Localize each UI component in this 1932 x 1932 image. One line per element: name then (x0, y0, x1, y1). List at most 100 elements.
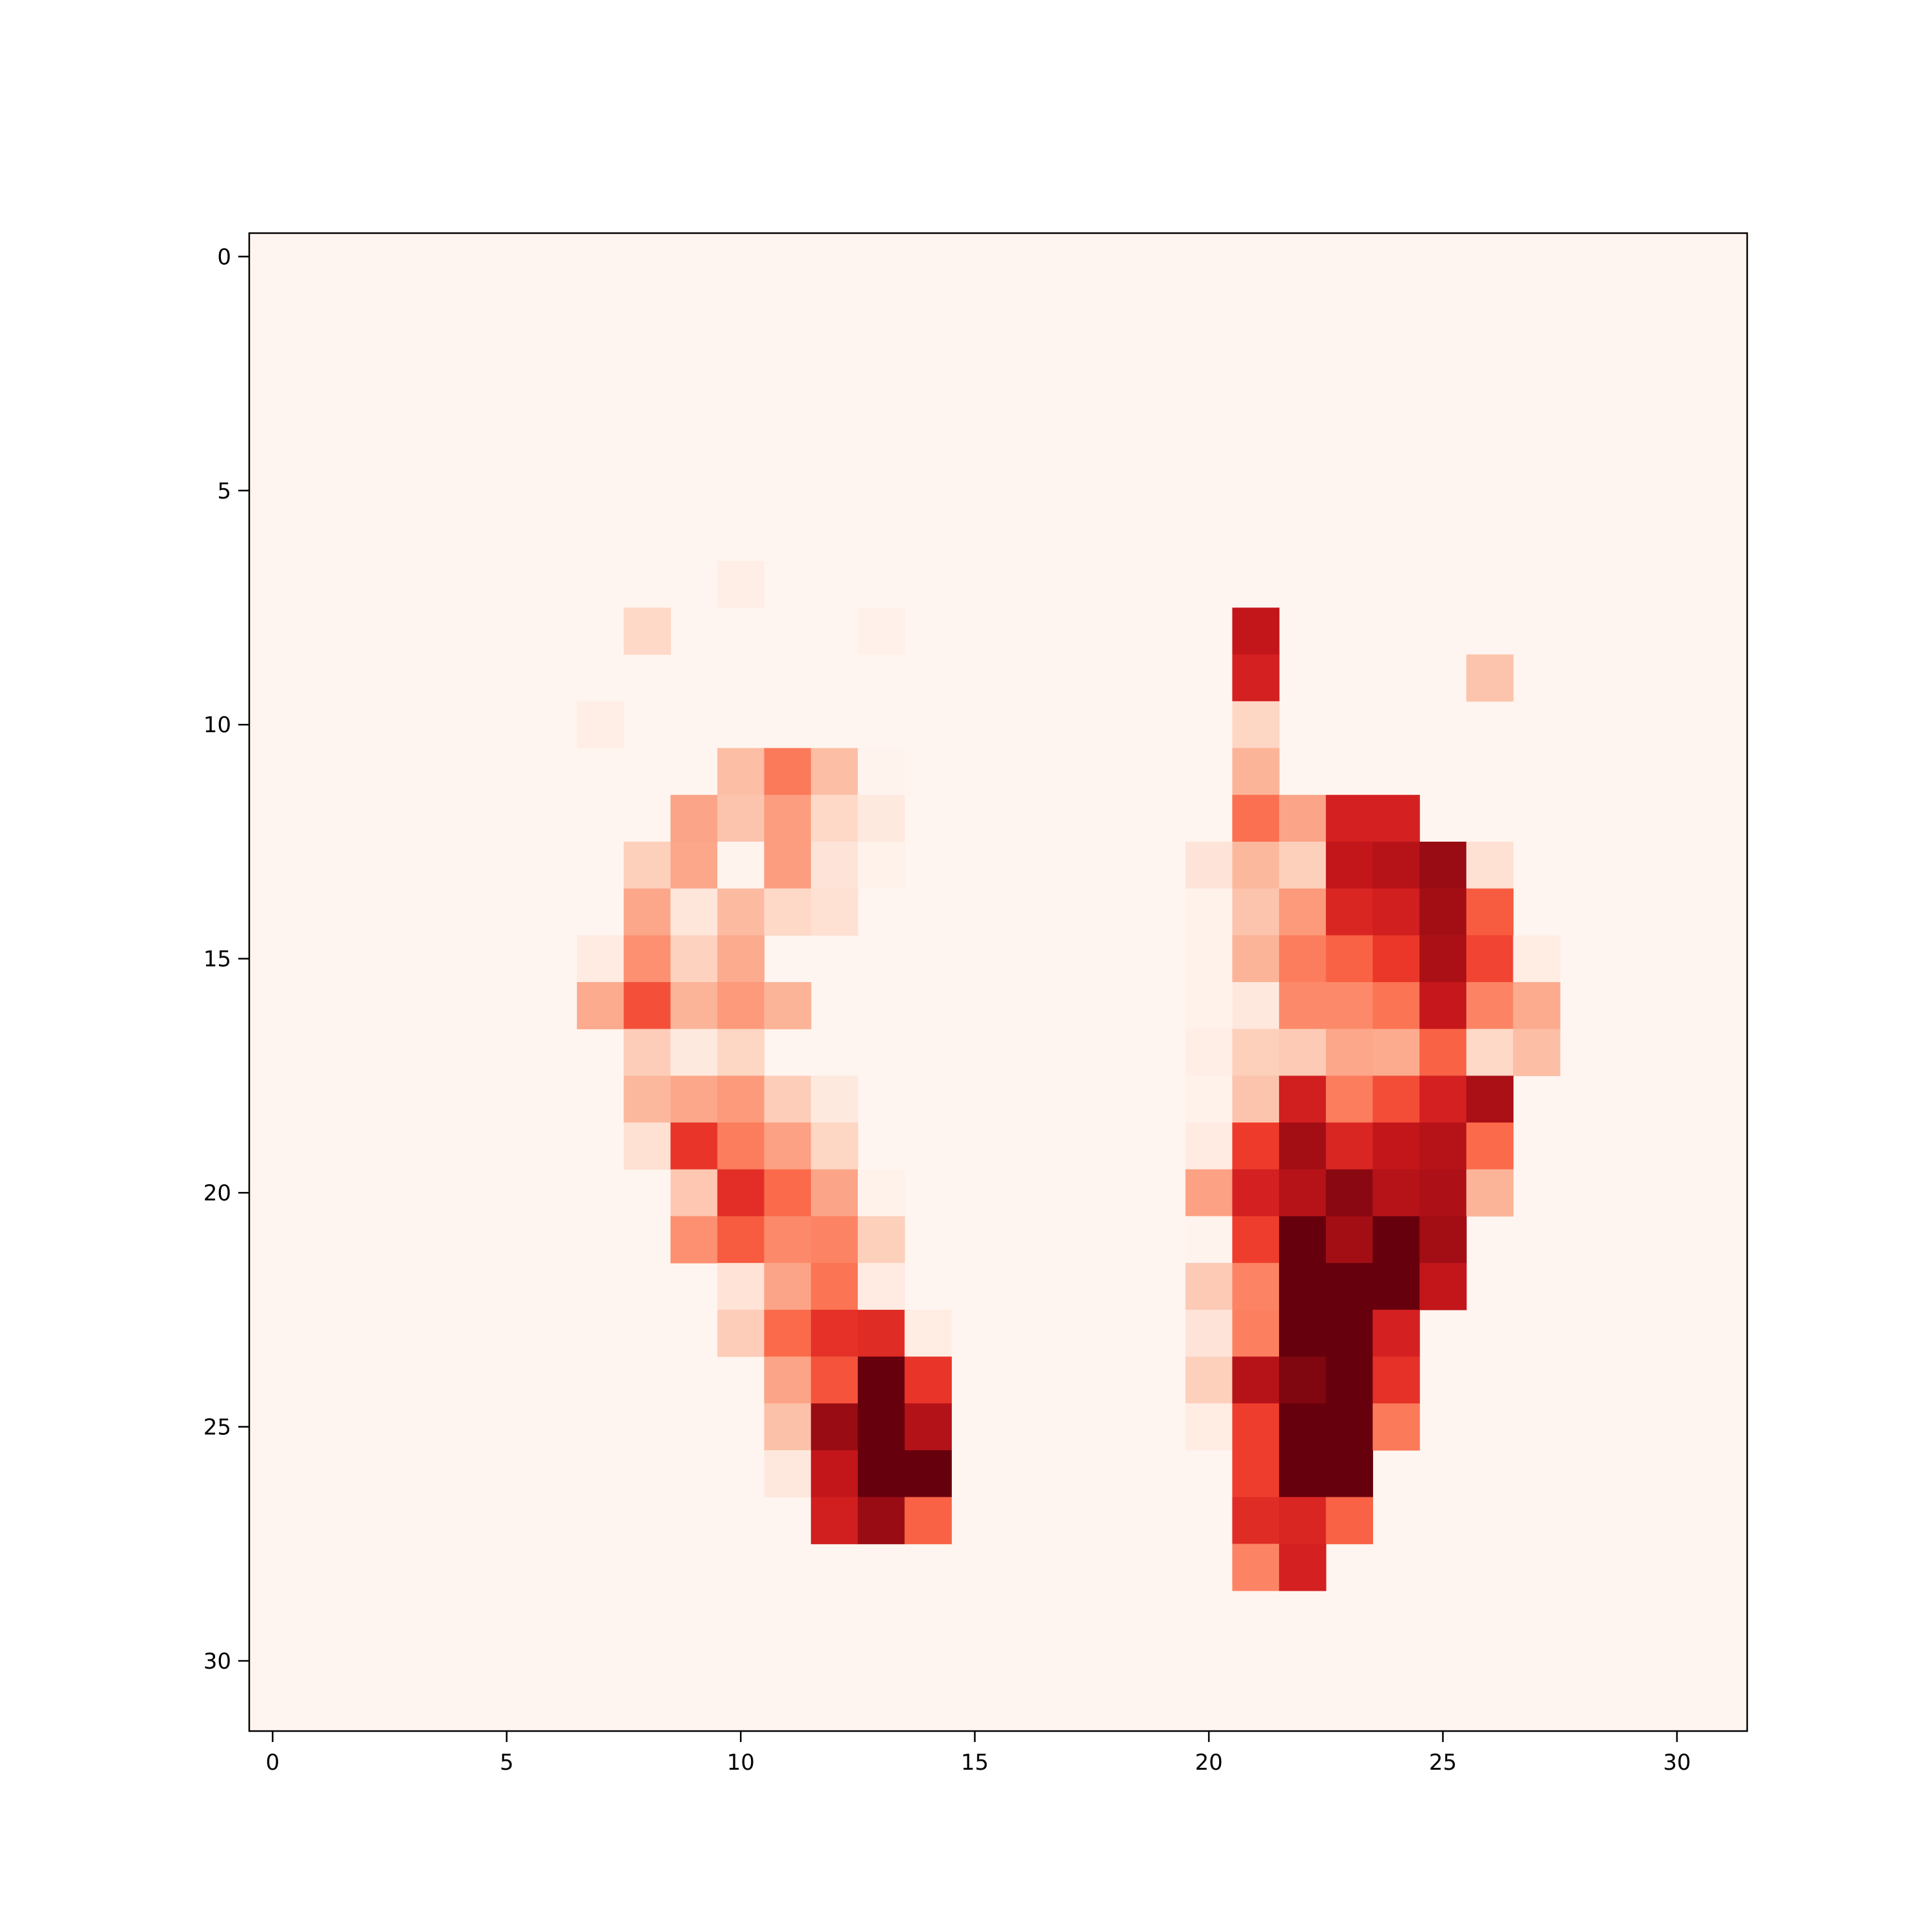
heatmap-cell (717, 1263, 765, 1311)
heatmap-cell (1232, 748, 1280, 795)
x-tick-label: 15 (961, 1750, 989, 1776)
heatmap-cell (1372, 795, 1420, 842)
heatmap-cell (1279, 982, 1327, 1030)
heatmap-cell (1419, 1028, 1467, 1076)
heatmap-cell (1279, 1122, 1327, 1170)
heatmap-cell (811, 748, 858, 795)
heatmap-cell (670, 888, 718, 936)
heatmap-cell (764, 1122, 811, 1170)
heatmap-cell (670, 982, 718, 1030)
heatmap-cell (1466, 841, 1514, 889)
y-tick-label: 0 (217, 244, 231, 270)
heatmap-cell (764, 1169, 811, 1217)
heatmap-cell (1279, 1169, 1327, 1217)
heatmap-cell (1232, 1450, 1280, 1498)
heatmap-cell (764, 795, 811, 842)
x-tick-label: 30 (1663, 1750, 1690, 1776)
heatmap-cell (1513, 935, 1560, 983)
heatmap-cell (1232, 935, 1280, 983)
heatmap-cell (1372, 1122, 1420, 1170)
heatmap-cell (576, 701, 625, 749)
heatmap-cell (811, 1216, 858, 1264)
heatmap-cell (1419, 982, 1467, 1030)
x-tick-label: 5 (500, 1750, 514, 1776)
heatmap-cell (1279, 1309, 1327, 1358)
heatmap-cell (1466, 1075, 1514, 1123)
heatmap-cell (1372, 1356, 1420, 1404)
heatmap-cell (1325, 1169, 1374, 1217)
heatmap-cell (623, 888, 671, 936)
heatmap-cell (857, 607, 905, 655)
heatmap-cell (1419, 1169, 1467, 1217)
heatmap-cell (1466, 1169, 1514, 1217)
heatmap-cell (1419, 841, 1467, 889)
heatmap-cell (1232, 841, 1280, 889)
heatmap-cell (1372, 1028, 1420, 1076)
heatmap-cell (1513, 982, 1560, 1030)
heatmap-cell (1372, 888, 1420, 936)
heatmap-cell (811, 1263, 858, 1311)
heatmap-cell (811, 888, 858, 936)
heatmap-cell (670, 1216, 718, 1264)
heatmap-cell (1185, 1309, 1233, 1358)
heatmap-cell (1232, 701, 1280, 749)
heatmap-cell (1325, 1122, 1374, 1170)
heatmap-cell (1279, 1216, 1327, 1264)
heatmap-cell (1232, 1216, 1280, 1264)
heatmap-cell (811, 841, 858, 889)
heatmap-cell (717, 841, 765, 889)
heatmap-cell (1232, 654, 1280, 702)
heatmap-cell (1232, 1356, 1280, 1404)
heatmap-cell (1232, 1309, 1280, 1358)
heatmap-cell (1372, 935, 1420, 983)
y-tick-label: 5 (217, 478, 231, 504)
y-tick-label: 10 (204, 712, 231, 738)
heatmap-cell (623, 1122, 671, 1170)
x-tick-label: 25 (1429, 1750, 1457, 1776)
heatmap-cell (1372, 1075, 1420, 1123)
heatmap-cells (249, 233, 1747, 1731)
heatmap-cell (857, 1216, 905, 1264)
heatmap-cell (717, 982, 765, 1030)
heatmap-cell (811, 1122, 858, 1170)
heatmap-cell (1185, 1122, 1233, 1170)
x-axis: 0 5 10 15 20 25 30 (266, 1731, 1691, 1776)
heatmap-cell (623, 982, 671, 1030)
heatmap-cell (857, 1403, 905, 1451)
heatmap-cell (1372, 1263, 1420, 1311)
heatmap-cell (1279, 1403, 1327, 1451)
heatmap-cell (857, 1263, 905, 1311)
heatmap-cell (1325, 1403, 1374, 1451)
heatmap-cell (1466, 654, 1514, 702)
heatmap-cell (764, 1309, 811, 1358)
heatmap-cell (1185, 1075, 1233, 1123)
heatmap-cell (764, 841, 811, 889)
heatmap-cell (904, 1403, 952, 1451)
heatmap-cell (857, 841, 905, 889)
heatmap-cell (811, 795, 858, 842)
heatmap-cell (1372, 982, 1420, 1030)
heatmap-cell (717, 1075, 765, 1123)
heatmap-cell (1279, 888, 1327, 936)
heatmap-cell (1232, 1263, 1280, 1311)
heatmap-cell (1185, 935, 1233, 983)
heatmap-cell (764, 1263, 811, 1311)
heatmap-cell (717, 1028, 765, 1076)
heatmap-cell (811, 1497, 858, 1544)
heatmap-cell (811, 1309, 858, 1358)
heatmap-cell (1419, 1075, 1467, 1123)
heatmap-cell (1372, 1169, 1420, 1217)
heatmap-cell (857, 1309, 905, 1358)
heatmap-cell (623, 841, 671, 889)
heatmap-cell (670, 795, 718, 842)
heatmap-cell (1185, 1356, 1233, 1404)
heatmap-cell (1279, 841, 1327, 889)
heatmap-cell (1325, 1497, 1374, 1544)
heatmap-cell (1325, 841, 1374, 889)
heatmap-cell (1419, 1263, 1467, 1311)
heatmap-cell (717, 748, 765, 795)
heatmap-cell (1185, 841, 1233, 889)
heatmap-cell (764, 1403, 811, 1451)
heatmap-cell (1232, 1075, 1280, 1123)
